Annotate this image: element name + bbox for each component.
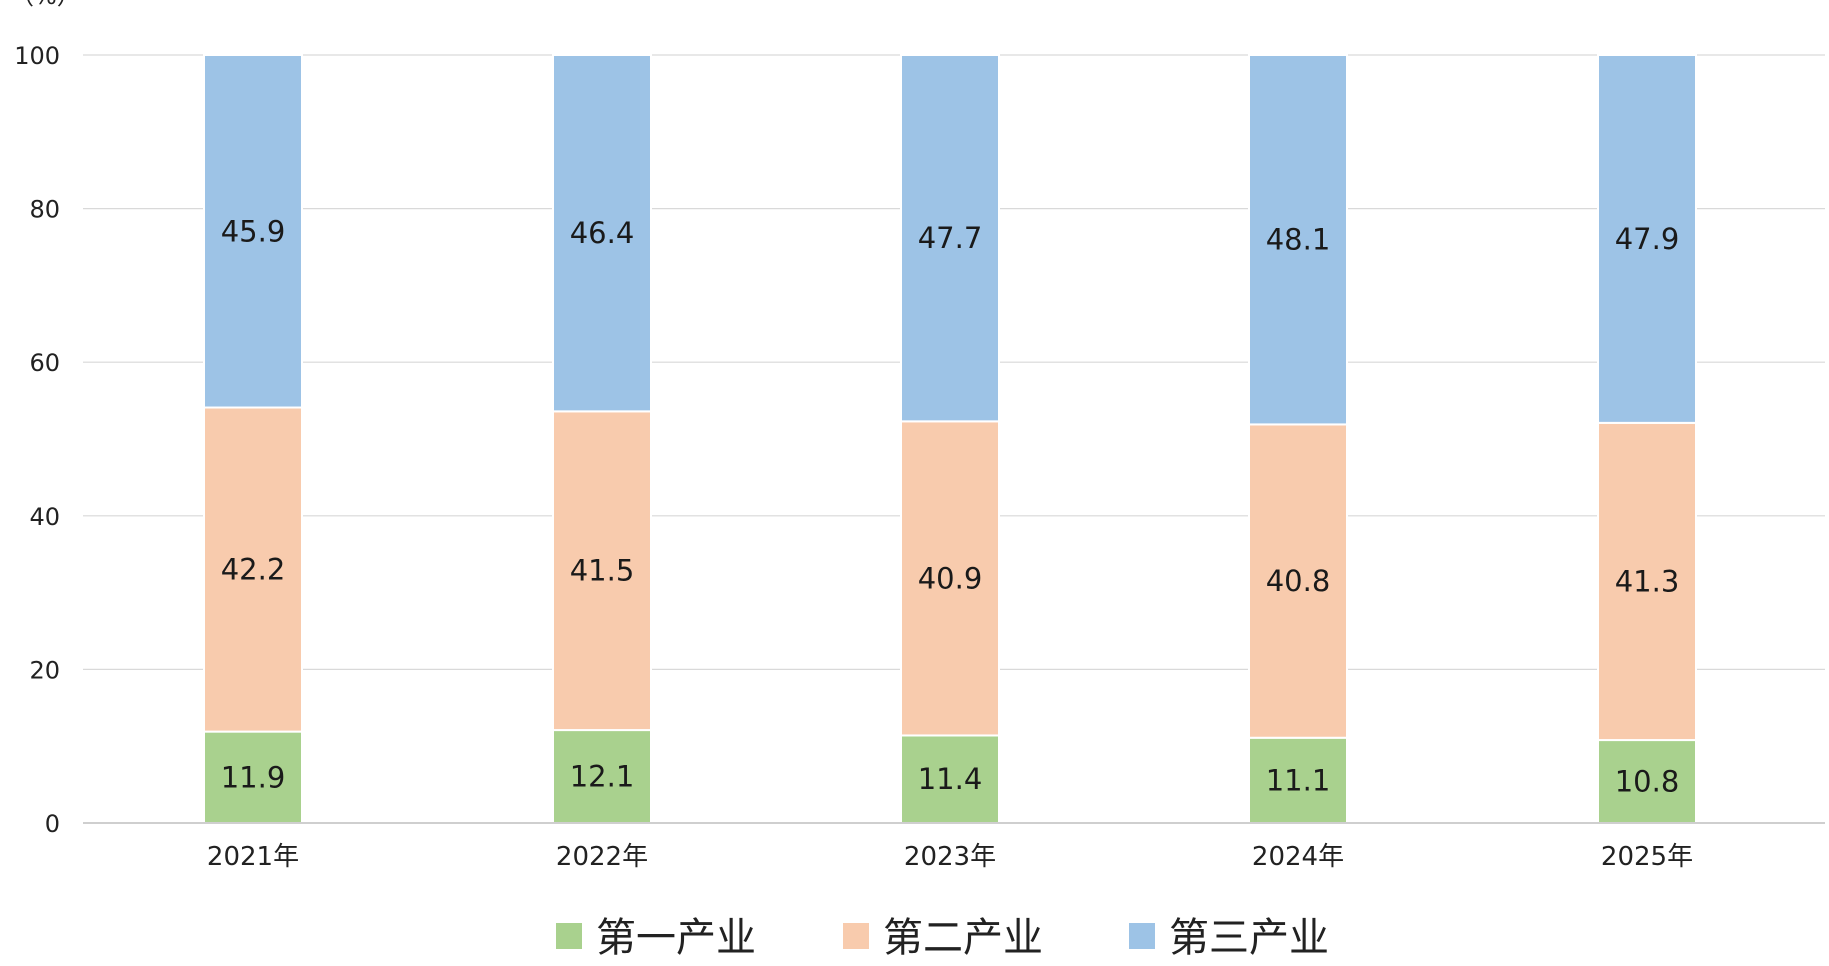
bar-segment xyxy=(1597,739,1697,825)
y-tick-label: 80 xyxy=(29,196,60,224)
y-axis-unit-label: （%） xyxy=(10,0,81,10)
legend-item: 第三产业 xyxy=(1129,915,1329,961)
data-label: 10.8 xyxy=(1615,765,1680,799)
x-tick-label: 2023年 xyxy=(904,842,996,872)
bar-segment xyxy=(1597,421,1697,742)
legend-label: 第三产业 xyxy=(1169,915,1329,961)
data-label: 42.2 xyxy=(221,553,286,587)
legend-label: 第一产业 xyxy=(596,915,756,961)
y-tick-label: 40 xyxy=(29,503,60,531)
data-label: 41.5 xyxy=(570,554,635,588)
legend-swatch xyxy=(1129,923,1155,949)
bar-segment xyxy=(900,734,1000,824)
bar-segment xyxy=(1248,54,1348,426)
data-labels: 11.9 42.2 45.9 12.1 41.5 46.4 11.4 40.9 47.7 11.1… xyxy=(221,214,1680,798)
data-label: 47.7 xyxy=(918,221,983,255)
x-tick-label: 2021年 xyxy=(207,842,299,872)
legend-swatch xyxy=(843,923,869,949)
y-tick-label: 100 xyxy=(14,42,60,70)
bar-segment xyxy=(203,730,303,824)
data-label: 46.4 xyxy=(570,216,635,250)
y-tick-label: 20 xyxy=(29,656,60,684)
legend-item: 第二产业 xyxy=(843,915,1043,961)
data-label: 47.9 xyxy=(1615,222,1680,256)
data-label: 48.1 xyxy=(1266,223,1331,257)
data-label: 11.9 xyxy=(221,760,286,794)
bar-segment xyxy=(203,54,303,409)
y-tick-label: 0 xyxy=(45,810,60,838)
bar-segment xyxy=(552,54,652,413)
legend-swatch xyxy=(556,923,582,949)
y-tick-label: 60 xyxy=(29,349,60,377)
axes: （%） 0 20 40 60 80 100 2021年 2022年 2023年 2024年 2025年 xyxy=(10,0,1825,872)
data-label: 41.3 xyxy=(1615,564,1680,598)
x-tick-label: 2025年 xyxy=(1601,842,1693,872)
data-label: 40.9 xyxy=(918,561,983,595)
legend: 第一产业 第二产业 第三产业 xyxy=(556,915,1329,961)
legend-label: 第二产业 xyxy=(883,915,1043,961)
bar-segment xyxy=(900,420,1000,737)
bar-segment xyxy=(900,54,1000,423)
legend-item: 第一产业 xyxy=(556,915,756,961)
data-label: 11.1 xyxy=(1266,763,1331,797)
bar-segment xyxy=(1248,423,1348,739)
bar-segment xyxy=(1248,736,1348,825)
x-tick-label: 2024年 xyxy=(1252,842,1344,872)
data-label: 45.9 xyxy=(221,214,286,248)
data-label: 11.4 xyxy=(918,762,983,796)
data-label: 40.8 xyxy=(1266,564,1331,598)
bars xyxy=(203,54,1697,825)
x-tick-label: 2022年 xyxy=(556,842,648,872)
data-label: 12.1 xyxy=(570,760,635,794)
bar-segment xyxy=(1597,54,1697,424)
bar-segment xyxy=(203,406,303,733)
